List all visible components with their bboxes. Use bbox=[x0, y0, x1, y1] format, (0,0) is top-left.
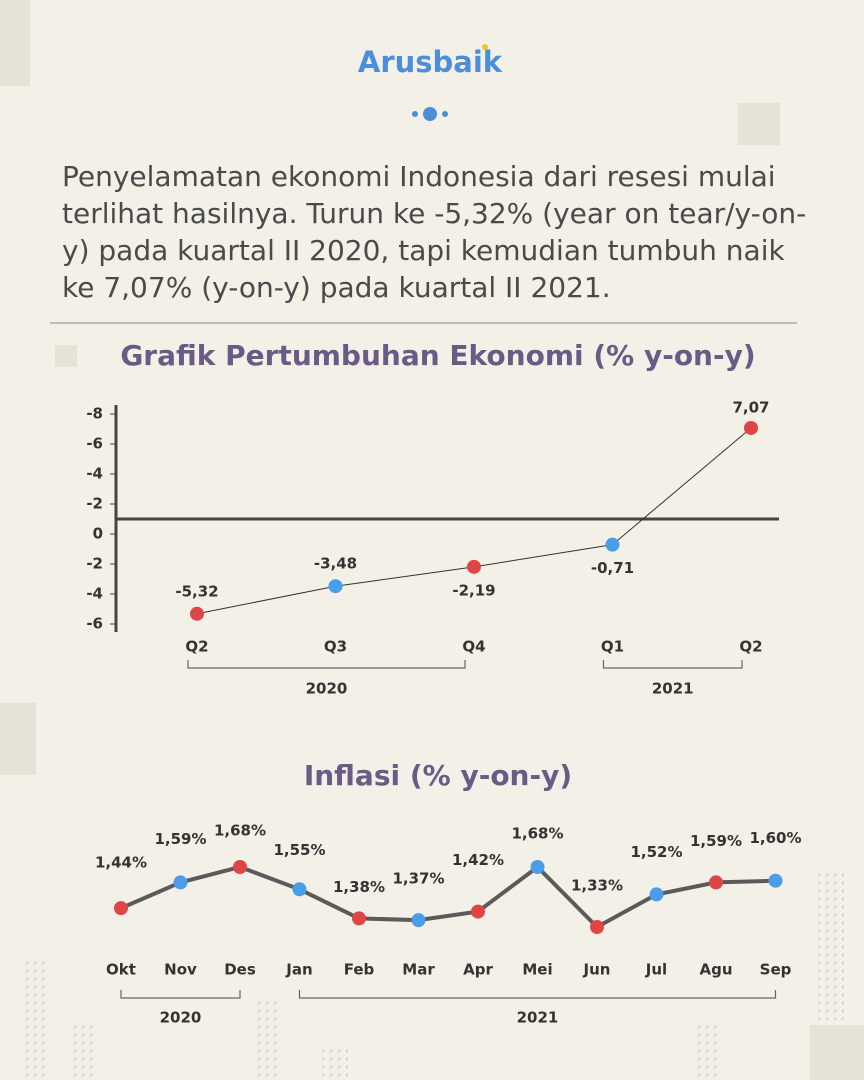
value-label: 1,59% bbox=[690, 832, 742, 850]
x-tick-label: Apr bbox=[463, 961, 493, 979]
decor bbox=[255, 1000, 281, 1080]
value-label: 1,60% bbox=[749, 829, 801, 847]
group-bracket bbox=[187, 660, 466, 669]
decor bbox=[810, 1025, 864, 1080]
point bbox=[328, 579, 343, 594]
value-label: -3,48 bbox=[314, 555, 357, 573]
point bbox=[173, 875, 188, 890]
group-bracket bbox=[602, 660, 743, 669]
decor bbox=[818, 870, 844, 1020]
point bbox=[114, 901, 128, 916]
x-tick-label: Jan bbox=[285, 961, 312, 979]
x-tick-label: Sep bbox=[760, 961, 792, 979]
decor bbox=[738, 103, 780, 145]
point bbox=[649, 887, 664, 902]
x-tick-label: Jun bbox=[583, 961, 611, 979]
line bbox=[120, 864, 776, 930]
x-tick-label: Agu bbox=[699, 961, 732, 979]
group-bracket bbox=[120, 990, 241, 999]
decor-dot bbox=[442, 111, 448, 117]
decor-dot bbox=[412, 111, 418, 117]
point bbox=[471, 904, 485, 919]
logo-dot bbox=[482, 44, 488, 50]
decor-dot bbox=[423, 107, 437, 121]
point bbox=[467, 559, 481, 574]
x-tick-label: Feb bbox=[344, 961, 375, 979]
x-tick-label: Mar bbox=[402, 961, 435, 979]
x-tick-label: Mei bbox=[522, 961, 552, 979]
chart-title: Inflasi (% y-on-y) bbox=[304, 759, 572, 792]
group-bracket bbox=[298, 990, 777, 999]
point bbox=[530, 860, 545, 874]
y-tick-label: -4 bbox=[86, 585, 103, 603]
value-label: -0,71 bbox=[591, 559, 634, 577]
decor bbox=[72, 1020, 98, 1080]
decor bbox=[0, 703, 36, 775]
group-label: 2020 bbox=[160, 1009, 202, 1027]
value-label: 1,55% bbox=[273, 841, 325, 859]
intro-text: Penyelamatan ekonomi Indonesia dari rese… bbox=[62, 160, 807, 304]
y-tick-label: 0 bbox=[93, 525, 103, 543]
point bbox=[768, 873, 783, 888]
point bbox=[744, 420, 758, 435]
point bbox=[709, 875, 723, 890]
logo: Arusbaik bbox=[358, 45, 503, 79]
y-tick-label: -8 bbox=[86, 405, 103, 423]
chart-title: Grafik Pertumbuhan Ekonomi (% y-on-y) bbox=[120, 339, 755, 372]
value-label: 1,42% bbox=[452, 851, 504, 869]
x-tick-label: Nov bbox=[164, 961, 197, 979]
x-tick-label: Q3 bbox=[324, 638, 347, 656]
value-label: 1,38% bbox=[333, 878, 385, 896]
x-tick-label: Q2 bbox=[739, 638, 762, 656]
point bbox=[352, 911, 366, 926]
group-label: 2021 bbox=[652, 680, 694, 698]
point bbox=[190, 606, 204, 621]
value-label: -5,32 bbox=[175, 582, 218, 600]
point bbox=[590, 920, 604, 934]
x-tick-label: Okt bbox=[106, 961, 136, 979]
decor bbox=[22, 960, 48, 1080]
point bbox=[411, 913, 426, 928]
y-tick-label: -6 bbox=[86, 615, 103, 633]
value-label: 1,52% bbox=[630, 843, 682, 861]
group-label: 2020 bbox=[306, 680, 348, 698]
x-tick-label: Q1 bbox=[601, 638, 624, 656]
x-tick-label: Jul bbox=[645, 961, 667, 979]
x-tick-label: Des bbox=[224, 961, 256, 979]
y-tick-label: -2 bbox=[86, 555, 103, 573]
value-label: -2,19 bbox=[452, 581, 495, 599]
x-tick-label: Q4 bbox=[462, 638, 485, 656]
point bbox=[605, 537, 620, 552]
y-tick-label: -6 bbox=[86, 435, 103, 453]
value-label: 1,37% bbox=[392, 870, 444, 888]
point bbox=[233, 860, 247, 874]
group-label: 2021 bbox=[517, 1009, 559, 1027]
y-tick-label: -4 bbox=[86, 465, 103, 483]
value-label: 1,68% bbox=[511, 825, 563, 843]
value-label: 1,33% bbox=[571, 877, 623, 895]
value-label: 1,44% bbox=[95, 854, 147, 872]
decor bbox=[694, 1020, 720, 1080]
value-label: 7,07 bbox=[732, 398, 769, 416]
decor bbox=[322, 1045, 348, 1080]
x-tick-label: Q2 bbox=[185, 638, 208, 656]
point bbox=[292, 882, 307, 897]
value-label: 1,59% bbox=[154, 830, 206, 848]
y-tick-label: -2 bbox=[86, 495, 103, 513]
decor bbox=[0, 0, 30, 86]
decor bbox=[55, 345, 77, 367]
value-label: 1,68% bbox=[214, 822, 266, 840]
